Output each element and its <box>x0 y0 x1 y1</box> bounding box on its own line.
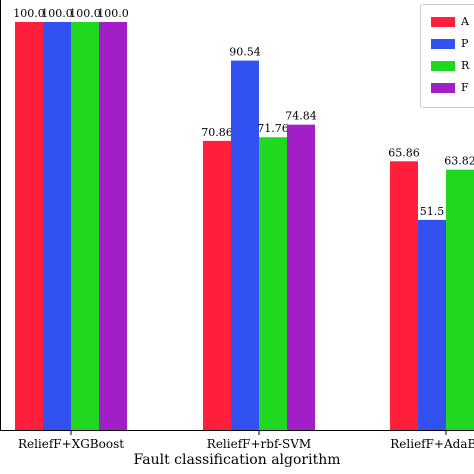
data-label-f-2: 74.84 <box>285 110 317 123</box>
legend-item-p: P <box>431 37 468 53</box>
legend-label-f: F <box>461 81 469 94</box>
data-label-r-1: 100.0 <box>69 7 101 20</box>
data-label-r-3: 63.82 <box>444 155 474 168</box>
x-tick-label-2: ReliefF+rbf-SVM <box>207 437 311 451</box>
legend-item-f: F <box>431 81 469 97</box>
data-label-a-3: 65.86 <box>388 146 420 159</box>
bar-f-1 <box>99 22 127 430</box>
data-label-f-1: 100.0 <box>97 7 129 20</box>
bar-r-2 <box>259 137 287 431</box>
bar-r-3 <box>446 169 474 431</box>
legend-label-a: A <box>461 15 469 28</box>
legend-swatch-a <box>431 17 455 27</box>
bar-r-1 <box>71 22 99 430</box>
bar-f-2 <box>287 124 315 430</box>
bar-p-2 <box>231 60 259 430</box>
data-label-p-3: 51.5 <box>420 205 445 218</box>
legend-label-r: R <box>461 59 470 72</box>
legend-swatch-p <box>431 39 455 49</box>
x-tick-label-3: ReliefF+AdaBoost <box>390 437 474 451</box>
bar-p-3 <box>418 219 446 430</box>
x-tick-label-1: ReliefF+XGBoost <box>18 437 124 451</box>
legend-item-r: R <box>431 59 469 75</box>
legend-swatch-f <box>431 83 455 93</box>
data-label-a-1: 100.0 <box>13 7 45 20</box>
data-label-r-2: 71.76 <box>257 122 289 135</box>
data-label-p-2: 90.54 <box>229 46 261 59</box>
legend-swatch-r <box>431 61 455 71</box>
bar-a-2 <box>203 140 231 430</box>
legend-label-p: P <box>461 37 469 50</box>
legend-item-a: A <box>431 15 469 31</box>
data-label-p-1: 100.0 <box>41 7 73 20</box>
x-axis-label: Fault classification algorithm <box>133 452 341 468</box>
bar-a-3 <box>390 161 418 430</box>
data-label-a-2: 70.86 <box>201 126 233 139</box>
bar-a-1 <box>15 22 43 430</box>
bar-p-1 <box>43 22 71 430</box>
